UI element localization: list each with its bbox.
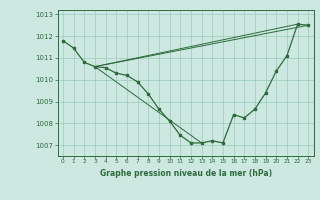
X-axis label: Graphe pression niveau de la mer (hPa): Graphe pression niveau de la mer (hPa) — [100, 169, 272, 178]
